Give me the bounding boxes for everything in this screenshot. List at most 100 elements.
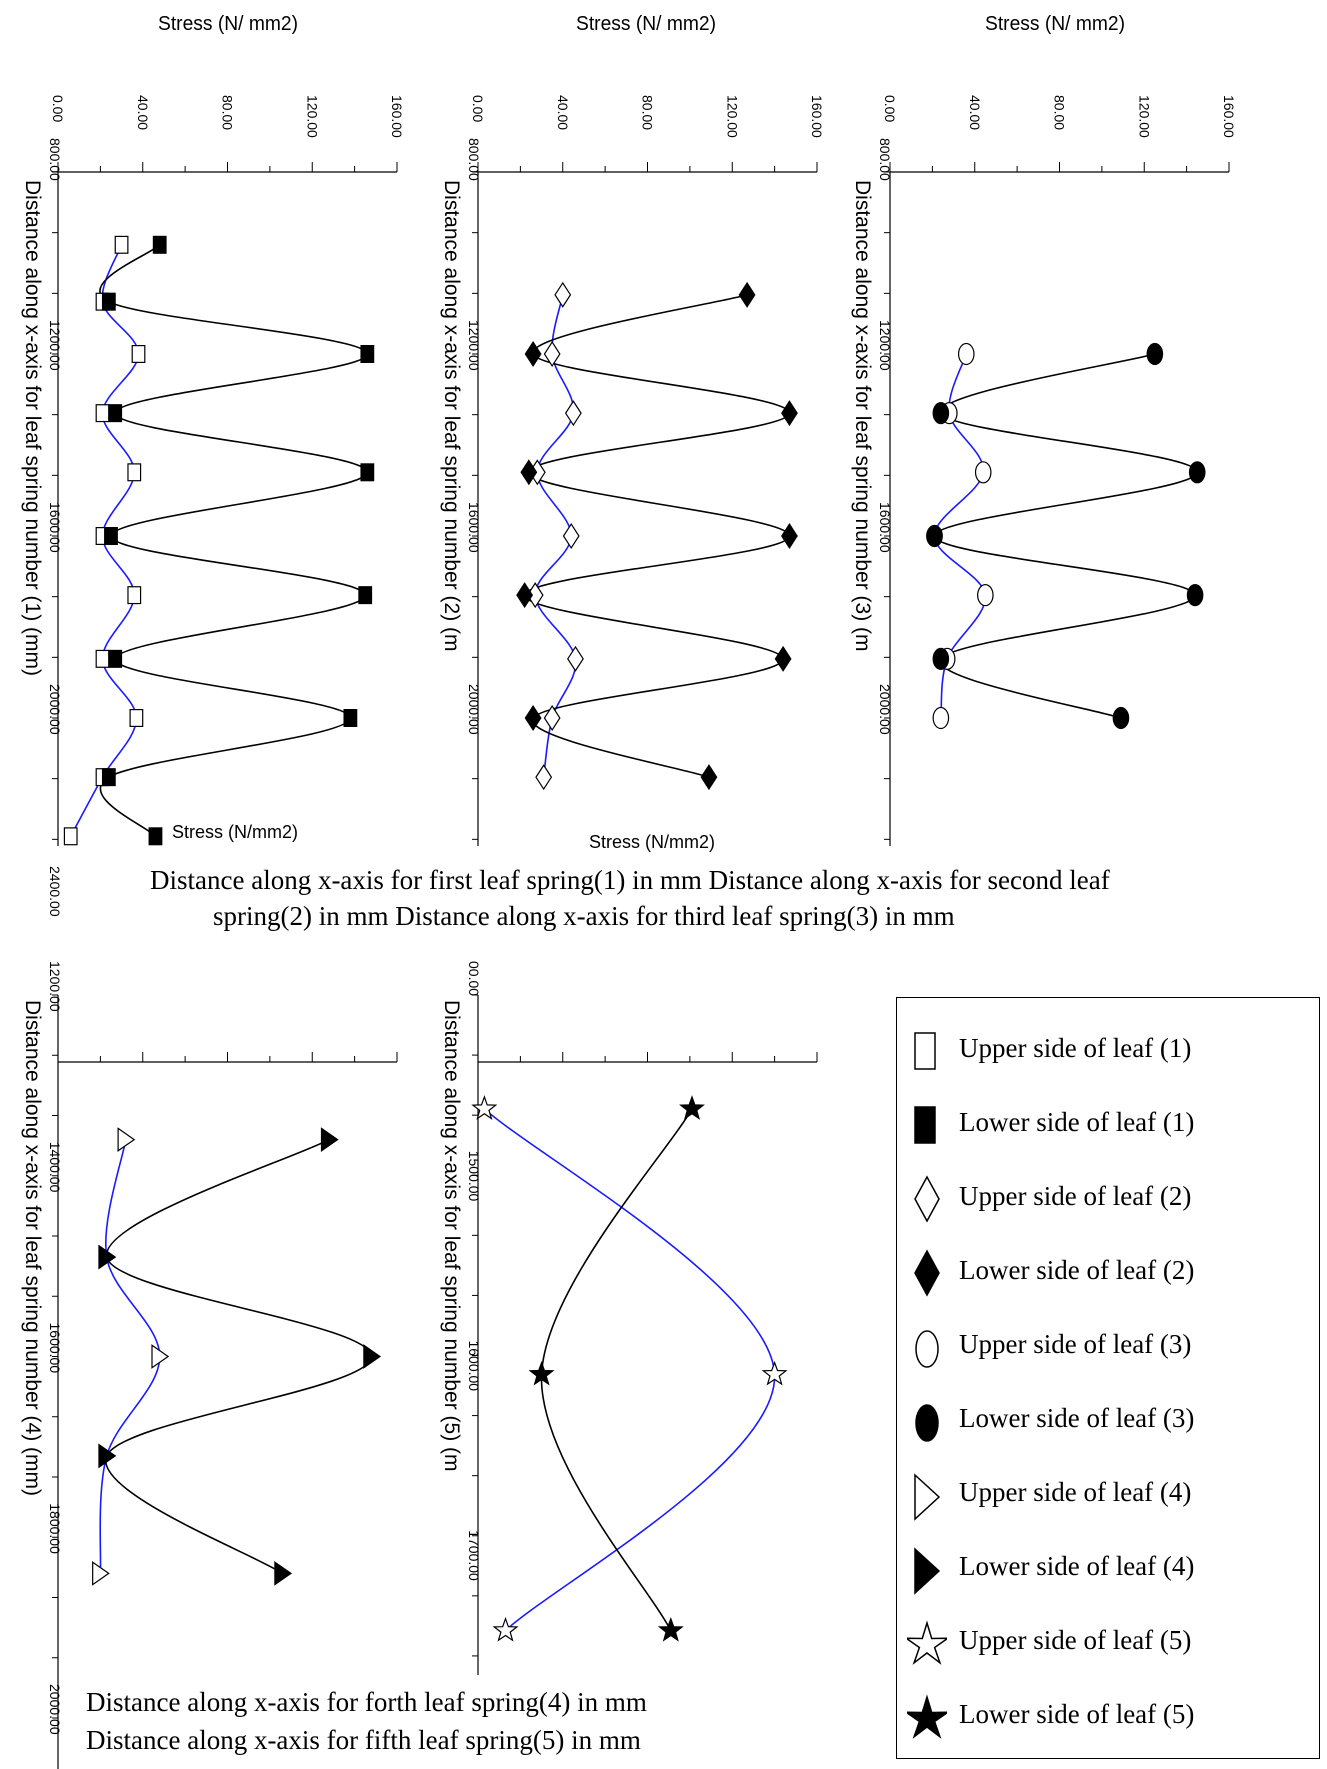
legend-label: Lower side of leaf (5) [959, 1699, 1195, 1729]
legend-symbol [914, 1175, 940, 1223]
data-point [63, 827, 78, 846]
stress-tick-label: 0.00 [50, 95, 66, 122]
data-point [92, 1561, 110, 1586]
legend-symbol [914, 1106, 936, 1144]
chart-title: Stress (N/ mm2) [985, 13, 1125, 35]
data-point [781, 522, 798, 550]
legend-marker-filled-triangle [914, 1547, 941, 1595]
chart-panel-leaf3: 0.00 40.00 80.00 120.00 160.00 800.00 1200.00 1… [851, 13, 1237, 846]
distance-axis-title: Distance along x-axis for leaf spring nu… [851, 180, 874, 652]
legend-symbol [914, 1032, 936, 1070]
data-point [114, 235, 129, 254]
data-point [492, 1616, 519, 1642]
data-point [104, 526, 118, 545]
data-point [360, 463, 375, 482]
data-point [101, 292, 116, 311]
data-point [535, 764, 553, 791]
stress-tick-label: 120.00 [304, 95, 320, 138]
data-point [129, 708, 144, 727]
legend-marker-filled-square [914, 1106, 936, 1144]
stress-tick-label: 80.00 [1052, 95, 1068, 130]
data-point [101, 768, 116, 787]
legend-label: Lower side of leaf (1) [959, 1107, 1195, 1137]
data-point [274, 1561, 293, 1586]
stress-tick-label: 160.00 [809, 95, 825, 138]
legend-symbol [907, 1620, 947, 1665]
caption-bottom-line2: Distance along x-axis for fifth leaf spr… [86, 1725, 641, 1755]
distance-tick-label: 2000.00 [47, 1684, 63, 1735]
distance-axis-title: Distance along x-axis for leaf spring nu… [21, 1000, 44, 1496]
chart-panel-leaf1: 0.00 40.00 80.00 120.00 160.00 800.00 1200.00 1… [21, 13, 405, 917]
stress-tick-label: 40.00 [555, 95, 571, 130]
legend-label: Upper side of leaf (2) [959, 1181, 1192, 1211]
data-point [98, 1443, 117, 1469]
legend-symbol [915, 1330, 939, 1368]
distance-tick-label: 1700.00 [466, 1530, 482, 1581]
legend-symbol [914, 1473, 941, 1521]
distance-tick-label: 1600.00 [466, 1340, 482, 1391]
distance-tick-label: 2400.00 [47, 866, 63, 917]
chart-title: Stress (N/ mm2) [576, 13, 716, 35]
data-point [131, 345, 146, 364]
data-point [700, 764, 718, 791]
distance-tick-label: 1400.00 [47, 1142, 63, 1193]
distance-tick-label: 1500.00 [466, 1151, 482, 1202]
data-point [117, 1127, 136, 1152]
data-point [360, 345, 375, 364]
data-point [543, 704, 561, 732]
stress-tick-label: 0.00 [882, 95, 898, 122]
distance-tick-label: 00.00 [466, 961, 482, 996]
legend-marker-open-triangle [914, 1473, 941, 1521]
legend-marker-open-star [907, 1620, 947, 1665]
distance-axis-title: Distance along x-axis for leaf spring nu… [440, 1000, 463, 1472]
data-point [343, 708, 358, 727]
data-point [127, 586, 142, 605]
chart-panel-leaf2: 0.00 40.00 80.00 120.00 160.00 800.00 1200.00 1… [440, 13, 825, 852]
data-point [977, 584, 994, 607]
legend-marker-open-circle [915, 1330, 939, 1368]
distance-tick-label: 1200.00 [877, 320, 893, 371]
data-point [148, 827, 163, 846]
data-point [761, 1360, 788, 1386]
data-point [543, 340, 561, 368]
distance-tick-label: 1600.00 [47, 1323, 63, 1374]
data-point [564, 400, 582, 427]
distance-tick-label: 800.00 [466, 138, 482, 181]
legend-label: Upper side of leaf (5) [959, 1625, 1192, 1655]
legend-label: Upper side of leaf (4) [959, 1477, 1192, 1507]
data-point [524, 704, 542, 732]
legend-symbol [915, 1404, 939, 1442]
series-line [99, 1139, 161, 1574]
legend-symbol [907, 1694, 947, 1739]
data-point [127, 463, 142, 482]
distance-tick-label: 1200.00 [47, 320, 63, 371]
data-point [1186, 584, 1204, 607]
data-point [152, 235, 167, 254]
chart-panel-leaf5: 00.00 1500.00 1600.00 1700.00 Distance along… [440, 961, 818, 1675]
series-line [99, 244, 369, 837]
data-point [932, 402, 950, 425]
stress-tick-label: 0.00 [470, 95, 486, 122]
data-point [567, 645, 584, 672]
data-point [95, 649, 110, 668]
data-point [98, 1244, 117, 1270]
stress-tick-label: 80.00 [220, 95, 236, 130]
legend-label: Upper side of leaf (1) [959, 1033, 1192, 1063]
caption-bottom-line1: Distance along x-axis for forth leaf spr… [86, 1687, 647, 1717]
caption-top-line2: spring(2) in mm Distance along x-axis fo… [213, 901, 955, 931]
data-point [1188, 461, 1206, 484]
caption-top-line1: Distance along x-axis for first leaf spr… [150, 865, 1110, 895]
distance-tick-label: 1800.00 [47, 1503, 63, 1554]
series-line [933, 353, 1199, 719]
data-point [151, 1344, 170, 1369]
series-line [540, 1108, 693, 1631]
data-point [679, 1095, 705, 1120]
chart-panel-leaf4: 1200.00 1400.00 1600.00 1800.00 2000.00 Dista… [21, 961, 398, 1769]
data-point [657, 1616, 684, 1642]
data-point [358, 586, 373, 605]
legend-symbol [914, 1547, 941, 1595]
data-point [781, 400, 798, 427]
distance-tick-label: 800.00 [877, 138, 893, 181]
data-point [471, 1095, 498, 1120]
stress-tick-label: 160.00 [1221, 95, 1237, 138]
